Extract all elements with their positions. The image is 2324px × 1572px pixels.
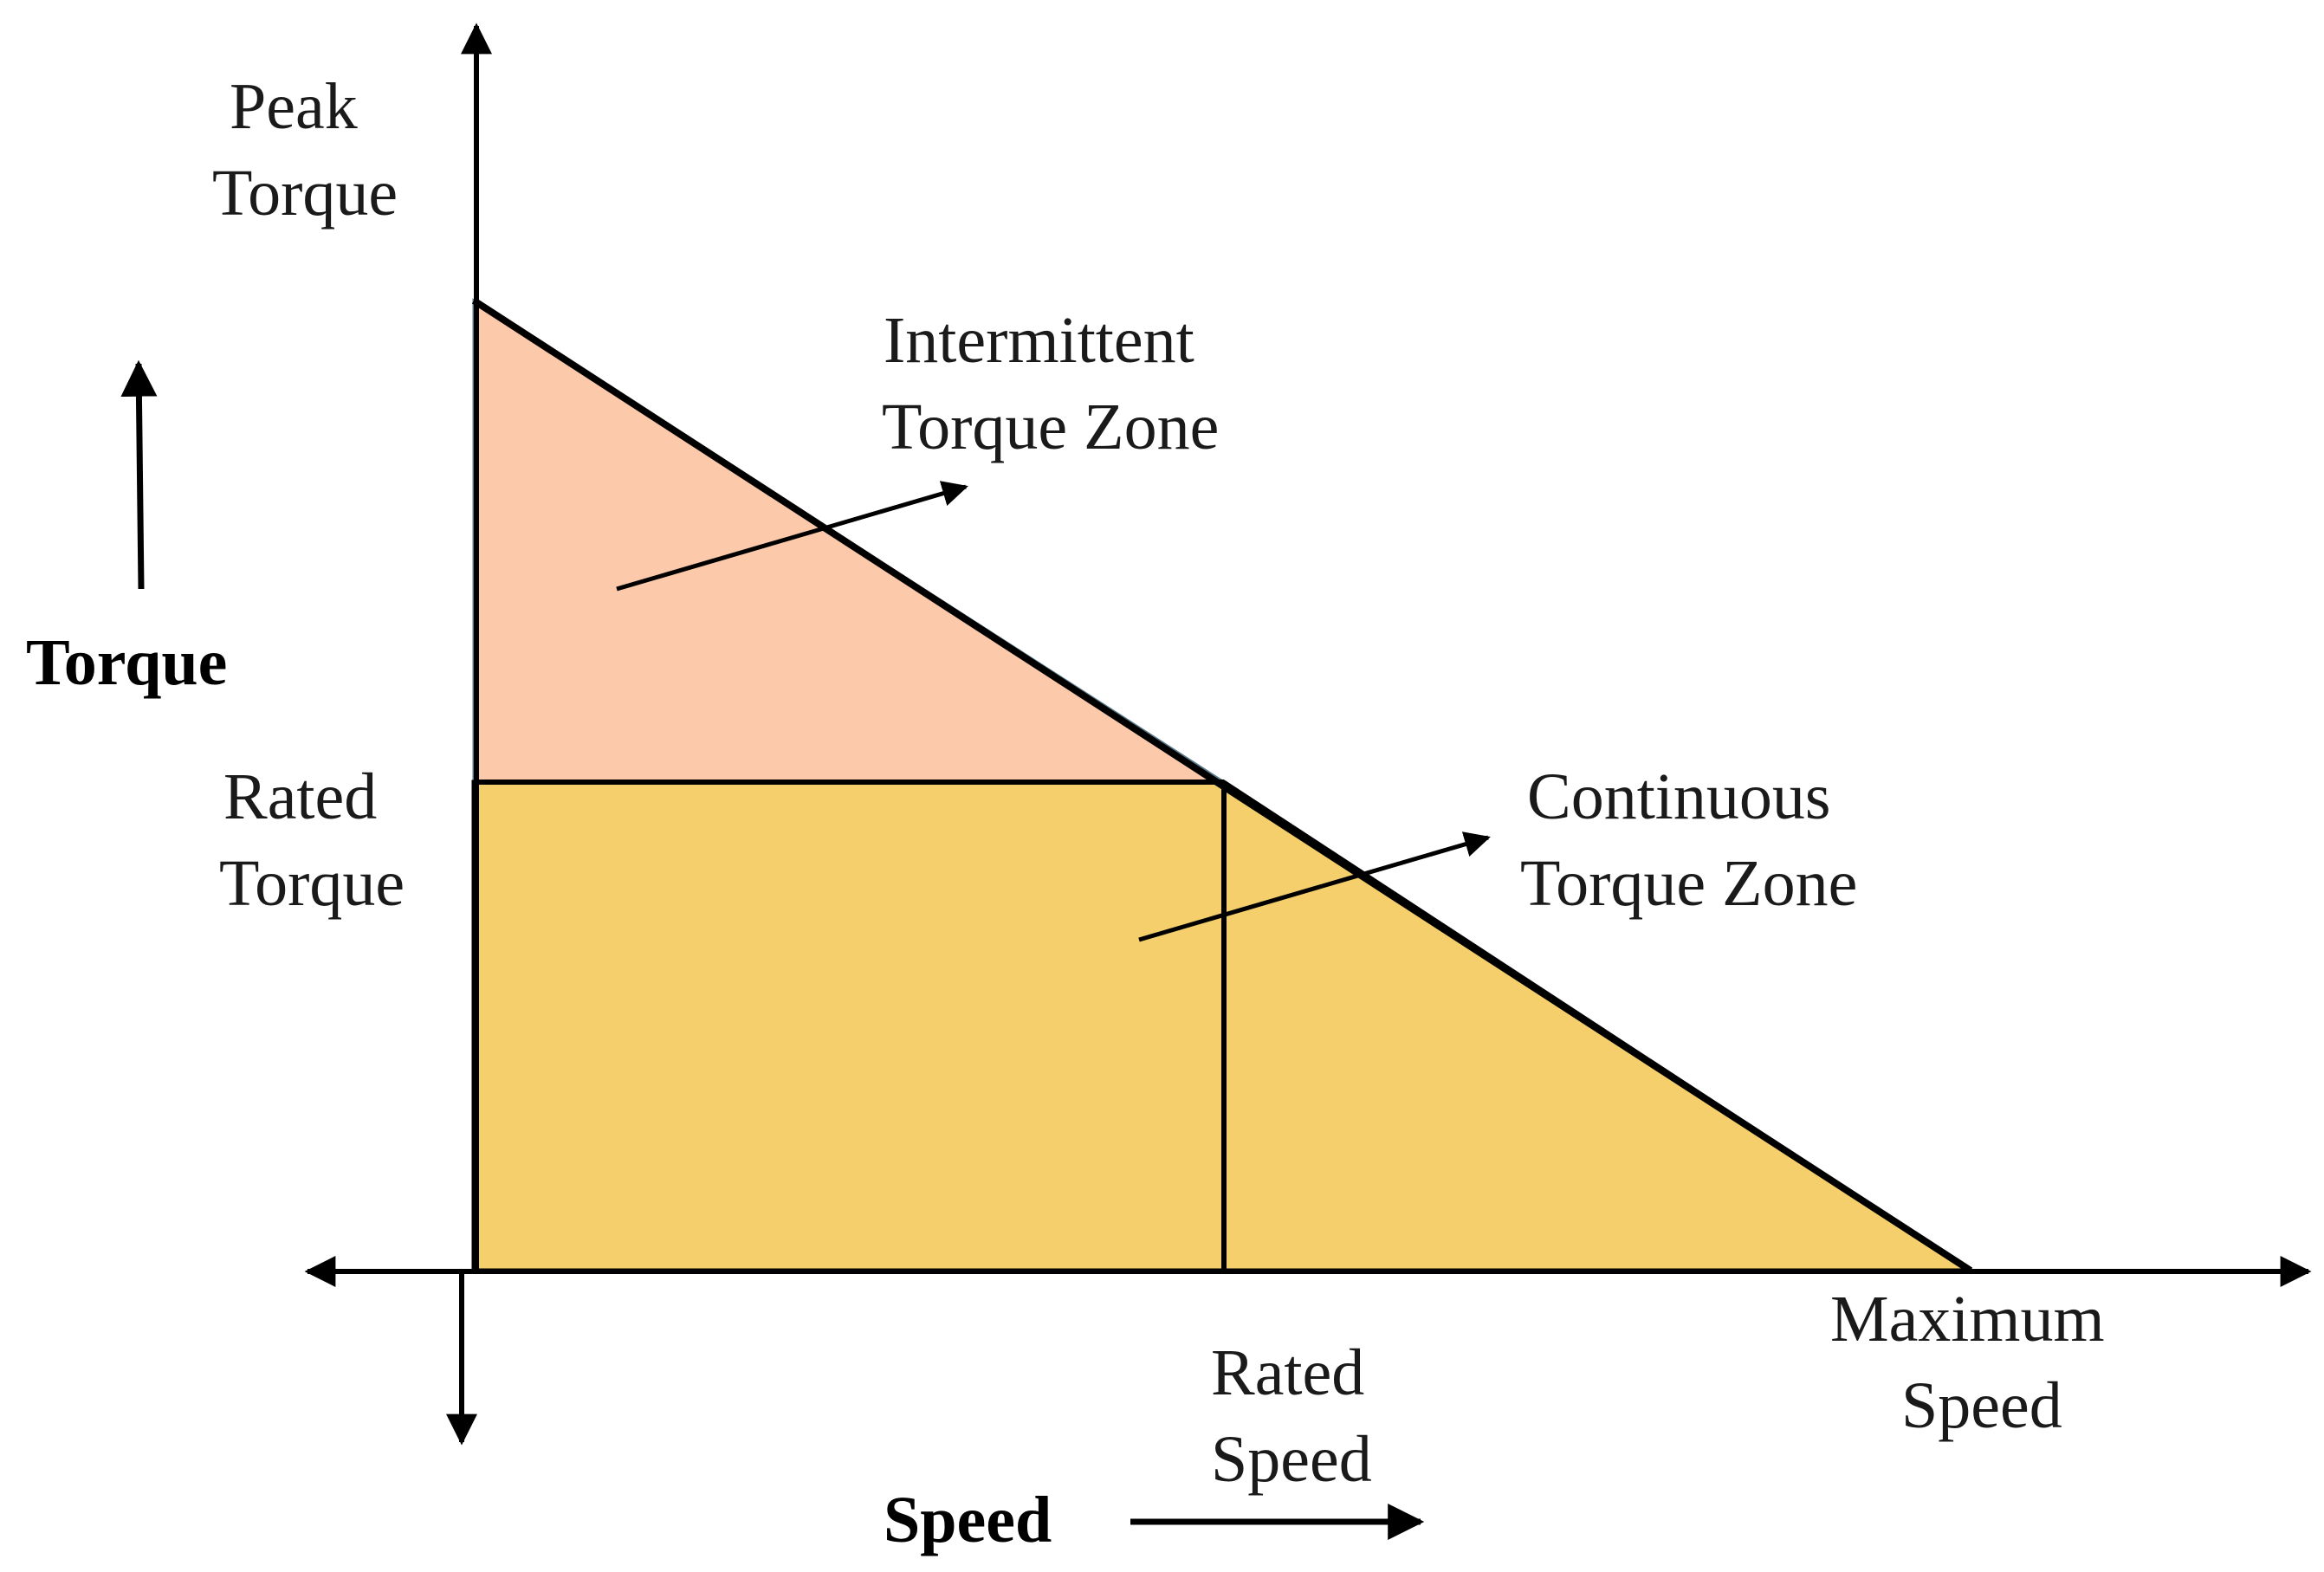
rated-torque-label: Rated Torque — [219, 760, 405, 920]
torque-speed-envelope — [471, 297, 1973, 1274]
peak-torque-label: Peak Torque — [212, 70, 398, 230]
intermittent-zone-label: Intermittent Torque Zone — [882, 304, 1219, 463]
rated-speed-label: Rated Speed — [1211, 1336, 1381, 1496]
speed-axis-label: Speed — [884, 1484, 1052, 1556]
continuous-zone-label: Continuous Torque Zone — [1520, 760, 1857, 920]
continuous-zone-pointer — [1138, 831, 1491, 942]
torque-axis-label: Torque — [26, 626, 227, 699]
intermittent-zone-pointer — [616, 481, 968, 592]
maximum-speed-label: Maximum Speed — [1830, 1283, 2121, 1442]
torque-direction-arrow — [120, 359, 158, 590]
